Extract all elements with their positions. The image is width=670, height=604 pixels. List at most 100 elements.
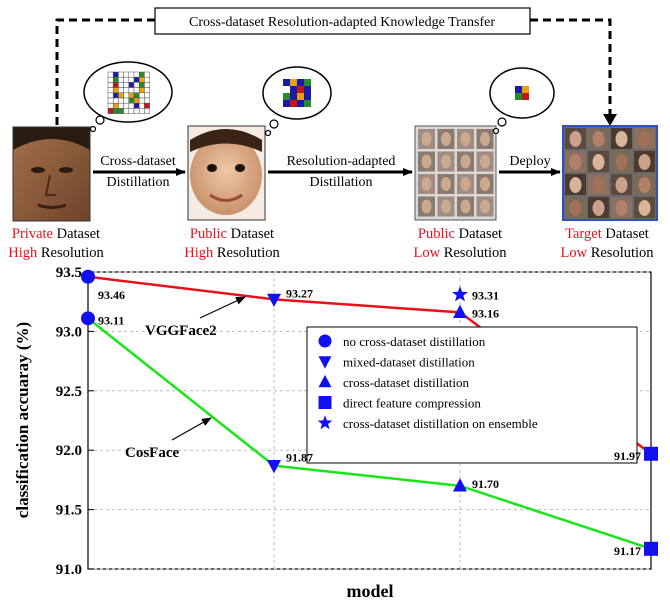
grid-cell: [138, 102, 145, 109]
grid-cell: [118, 92, 124, 99]
grid-cell: [123, 92, 130, 99]
grid-cell: [128, 76, 135, 83]
grid-cell: [144, 97, 150, 104]
grid-cell: [128, 92, 135, 99]
grid-cell: [144, 82, 150, 88]
face-thumb-oval: [460, 199, 471, 214]
svg-text:Private Dataset: Private Dataset: [12, 226, 100, 242]
grid-cell: [112, 97, 119, 104]
public-face-image: [187, 125, 266, 221]
point-labels: 93.46 93.27 93.16 91.97 93.11 91.87 91.70 91.17…: [98, 286, 641, 557]
grid-cell: [133, 87, 140, 94]
point-label: 93.31: [472, 289, 499, 303]
grid-cell: [112, 76, 119, 83]
grid-cell: [133, 92, 140, 99]
grid-cell: [118, 108, 124, 114]
y-tick-label: 92.0: [56, 443, 82, 459]
y-tick-label: 91.0: [56, 562, 82, 578]
face-thumb-oval: [615, 131, 628, 147]
arrow2-label-line2: Distillation: [310, 175, 373, 190]
cosface-pointer: [171, 417, 212, 441]
grid-cell: [297, 100, 304, 107]
grid-cell: [138, 97, 145, 104]
grid-cell: [107, 76, 114, 83]
banner-box: [154, 7, 531, 35]
grid-cell: [123, 87, 130, 94]
legend: no cross-dataset distillation mixed-datas…: [306, 326, 638, 464]
triangle-up-marker: [318, 374, 332, 388]
grid-cell: [112, 82, 119, 88]
point-label: 91.97: [614, 449, 641, 463]
arrow1-label-line2: Distillation: [107, 175, 170, 190]
private-face-image: [12, 126, 91, 222]
grid-cell: [118, 102, 124, 109]
legend-entry-label: mixed-dataset distillation: [343, 355, 475, 370]
grid-cell: [112, 71, 119, 78]
point-label: 91.17: [614, 544, 641, 558]
thought-cloud-large: [83, 61, 173, 133]
grid-cell: [290, 93, 297, 100]
star-marker: [317, 415, 333, 430]
grid-cell: [118, 76, 124, 83]
face-thumb-oval: [480, 154, 490, 169]
face-thumb-oval: [592, 200, 605, 216]
grid-cell: [283, 100, 290, 107]
y-tick-label: 92.5: [56, 384, 82, 400]
grid-cell: [133, 108, 140, 114]
grid-cell: [133, 82, 140, 88]
triangle-down-marker: [318, 356, 332, 369]
grid-cell: [107, 97, 114, 104]
grid-cell: [290, 100, 297, 107]
circle-marker: [318, 334, 332, 348]
grid-cell: [138, 108, 145, 114]
y-axis-label: classification accuaray (%): [13, 322, 32, 518]
grid-cell: [138, 71, 145, 78]
grid-cell: [128, 102, 135, 109]
grid-cell: [133, 102, 140, 109]
grid-cell: [128, 82, 135, 88]
target-dataset-grid-image: [562, 125, 658, 221]
grid-cell: [112, 102, 119, 109]
grid-cell: [118, 82, 124, 88]
face-thumb-oval: [592, 131, 605, 147]
legend-entry-label: cross-dataset distillation: [343, 375, 470, 390]
caption-target: Target Dataset Low Resolution: [560, 226, 654, 261]
face-thumb-oval: [441, 132, 451, 146]
series-label-vggface2: VGGFace2: [145, 323, 217, 339]
y-tick-label: 93.0: [56, 324, 82, 340]
face-thumb-oval: [569, 177, 582, 193]
square-marker: [644, 446, 658, 461]
face-thumb-oval: [421, 154, 432, 169]
thought-cloud-medium: [262, 66, 332, 137]
svg-text:High Resolution: High Resolution: [184, 245, 280, 261]
svg-text:Target Dataset: Target Dataset: [565, 226, 649, 242]
svg-text:Public Dataset: Public Dataset: [418, 226, 502, 242]
grid-cell: [112, 108, 119, 114]
accuracy-chart: 91.0 91.5 92.0 92.5 93.0 93.5 classification …: [13, 265, 658, 601]
grid-cell: [118, 87, 124, 94]
transfer-dashed-path: [55, 18, 612, 125]
grid-cell: [128, 97, 135, 104]
x-axis-label: model: [347, 581, 394, 601]
grid-cell: [107, 92, 114, 99]
caption-public-lr: Public Dataset Low Resolution: [413, 226, 507, 261]
square-marker: [318, 396, 332, 409]
grid-cell: [107, 108, 114, 114]
grid-cell: [107, 102, 114, 109]
arrow2-label-line1: Resolution-adapted: [287, 154, 396, 169]
arrow3-label: Deploy: [509, 154, 550, 169]
face-thumb-oval: [441, 199, 451, 214]
grid-cell: [283, 93, 290, 100]
triangle-down-marker: [267, 460, 281, 474]
face-thumb-oval: [460, 132, 471, 146]
legend-box: [306, 326, 638, 464]
face-thumb-oval: [638, 154, 651, 170]
grid-cell: [144, 102, 150, 109]
grid-cell: [138, 76, 145, 83]
face-thumb-oval: [421, 199, 432, 214]
grid-cell: [123, 97, 130, 104]
grid-cell: [107, 87, 114, 94]
grid-cell: [128, 87, 135, 94]
grid-cell: [297, 79, 304, 86]
